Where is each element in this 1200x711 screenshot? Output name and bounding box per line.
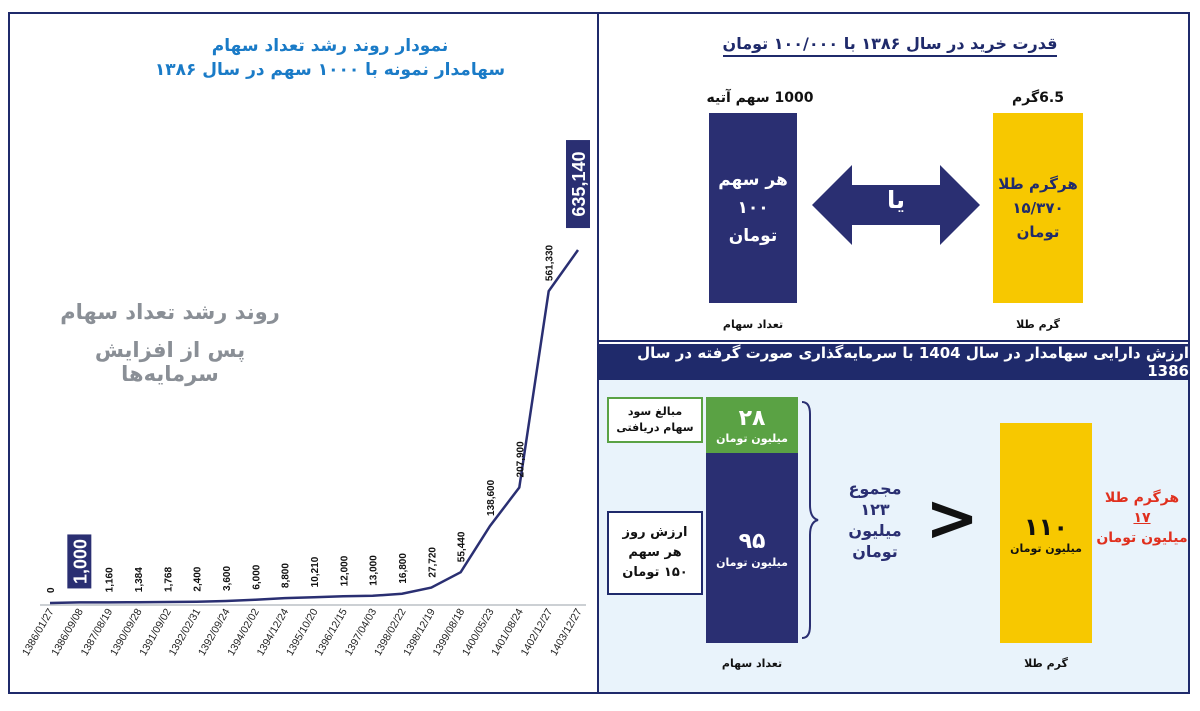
data-label: 6,000	[251, 564, 262, 589]
total-line-3: میلیون	[848, 521, 902, 540]
data-label: 138,600	[486, 479, 497, 516]
data-label-text: 8,800	[281, 563, 292, 588]
data-label-text: 13,000	[369, 555, 380, 586]
share-price-note-line-3: ۱۵۰ تومان	[622, 565, 688, 580]
gold-price-line-3: میلیون تومان	[1096, 530, 1188, 546]
data-label-highlight-box	[566, 140, 590, 229]
data-label: 1,160	[105, 567, 116, 592]
gold-bar-line-3: تومان	[1016, 223, 1060, 241]
data-label-text: 12,000	[339, 555, 350, 586]
data-label: 3,600	[222, 566, 233, 591]
data-label: 2,400	[193, 566, 204, 591]
data-label-text: 27,720	[427, 547, 438, 578]
series-line	[49, 249, 580, 605]
data-label: 1,000	[67, 534, 92, 589]
data-label: 561,330	[545, 244, 556, 281]
data-label-text: 561,330	[545, 244, 556, 281]
data-label-text: 635,140	[569, 152, 589, 217]
shares-bar-label: تعداد سهام	[722, 318, 784, 331]
data-label-text: 1,768	[163, 567, 174, 592]
watermark-line-2: پس از افزایش سرمایه‌ها	[94, 338, 246, 386]
greater-than-sign: >	[925, 482, 979, 556]
data-label-text: 2,400	[193, 566, 204, 591]
share-price-note-line-2: هر سهم	[628, 545, 682, 560]
shares-bar-line-2: ۱۰۰	[737, 198, 769, 218]
brace-icon	[801, 401, 819, 639]
gold-value-bar: ۱۱۰ میلیون تومان	[1000, 423, 1092, 643]
share-growth-chart-panel: نمودار روند رشد تعداد سهام سهامدار نمونه…	[10, 14, 596, 692]
data-label: 27,720	[427, 547, 438, 578]
dividend-value: ۲۸	[738, 405, 766, 431]
share-price-note: ارزش روز هر سهم ۱۵۰ تومان	[607, 511, 703, 595]
or-text: یا	[886, 186, 906, 214]
double-arrow-icon	[812, 165, 980, 245]
data-label-text: 1,384	[134, 567, 145, 592]
outer-frame	[8, 12, 1190, 694]
data-label-text: 6,000	[251, 564, 262, 589]
data-label-text: 1,000	[70, 539, 90, 584]
share-value-unit: میلیون تومان	[716, 555, 788, 569]
data-label: 55,440	[457, 531, 468, 562]
data-label-text: 207,900	[515, 441, 526, 478]
data-label-text: 55,440	[457, 531, 468, 562]
asset-value-banner: ارزش دارایی سهامدار در سال 1404 با سرمای…	[599, 344, 1189, 380]
shares-bar-label-bottom: تعداد سهام	[721, 657, 783, 670]
gold-bar-label-bottom: گرم طلا	[1024, 657, 1068, 670]
total-line-2: ۱۲۳	[860, 500, 890, 519]
gold-value: ۱۱۰	[1024, 512, 1068, 541]
gold-value-unit: میلیون تومان	[1010, 541, 1082, 555]
chart-title: نمودار روند رشد تعداد سهام	[211, 36, 449, 56]
chart-subtitle: سهامدار نمونه با ۱۰۰۰ سهم در سال ۱۳۸۶	[154, 60, 506, 80]
data-label: 12,000	[339, 555, 350, 586]
data-label: 635,140	[566, 140, 590, 229]
gold-bar-label: گرم طلا	[1016, 318, 1060, 331]
share-price-note-line-1: ارزش روز	[622, 525, 688, 540]
shares-bar-line-3: تومان	[728, 226, 778, 246]
data-label: 207,900	[515, 441, 526, 478]
shares-bar-line-1: هر سهم	[718, 170, 788, 190]
gold-bar-line-2: ۱۵/۳۷۰	[1012, 199, 1064, 217]
data-label: 10,210	[310, 556, 321, 587]
data-label-text: 1,160	[105, 567, 116, 592]
gold-bar: هرگرم طلا ۱۵/۳۷۰ تومان	[993, 113, 1083, 303]
data-label-text: 10,210	[310, 556, 321, 587]
share-value: ۹۵	[738, 528, 766, 554]
gold-price-line-1: هرگرم طلا	[1104, 490, 1180, 506]
gold-price-line-2: ۱۷	[1133, 510, 1151, 526]
total-line-4: تومان	[852, 542, 898, 561]
dividend-bar: ۲۸ میلیون تومان	[706, 397, 798, 453]
data-label-text: 3,600	[222, 566, 233, 591]
data-label: 16,800	[398, 553, 409, 584]
line-chart-svg: 01386/01/271,0001386/09/081,1601387/08/1…	[20, 140, 590, 658]
gold-bar-line-1: هرگرم طلا	[998, 175, 1078, 193]
data-label: 13,000	[369, 555, 380, 586]
vertical-divider	[597, 12, 599, 694]
data-label: 1,384	[134, 567, 145, 592]
watermark-line-1: روند رشد تعداد سهام	[60, 300, 280, 324]
share-value-bar: ۹۵ میلیون تومان	[706, 453, 798, 643]
data-label-highlight-box	[67, 534, 92, 589]
gold-price-note: هرگرم طلا ۱۷ میلیون تومان	[1094, 488, 1190, 548]
dividend-note: مبالغ سود سهام دریافتی	[607, 397, 703, 443]
total-line-1: مجموع	[848, 479, 902, 498]
shares-caption: 1000 سهم آتیه	[706, 90, 814, 106]
shares-bar: هر سهم ۱۰۰ تومان	[709, 113, 797, 303]
purchasing-power-title: قدرت خرید در سال ۱۳۸۶ با ۱۰۰/۰۰۰ تومان	[722, 34, 1058, 57]
data-label: 0	[46, 587, 57, 593]
dividend-note-line-2: سهام دریافتی	[616, 421, 694, 434]
dividend-unit: میلیون تومان	[716, 431, 788, 445]
horizontal-divider	[597, 340, 1190, 342]
dividend-note-line-1: مبالغ سود	[627, 405, 683, 418]
data-label-text: 0	[46, 587, 57, 593]
data-label-text: 16,800	[398, 553, 409, 584]
total-value: مجموع ۱۲۳ میلیون تومان	[830, 478, 920, 562]
data-label: 8,800	[281, 563, 292, 588]
gold-caption: 6.5گرم	[1012, 90, 1064, 106]
data-label-text: 138,600	[486, 479, 497, 516]
data-label: 1,768	[163, 567, 174, 592]
